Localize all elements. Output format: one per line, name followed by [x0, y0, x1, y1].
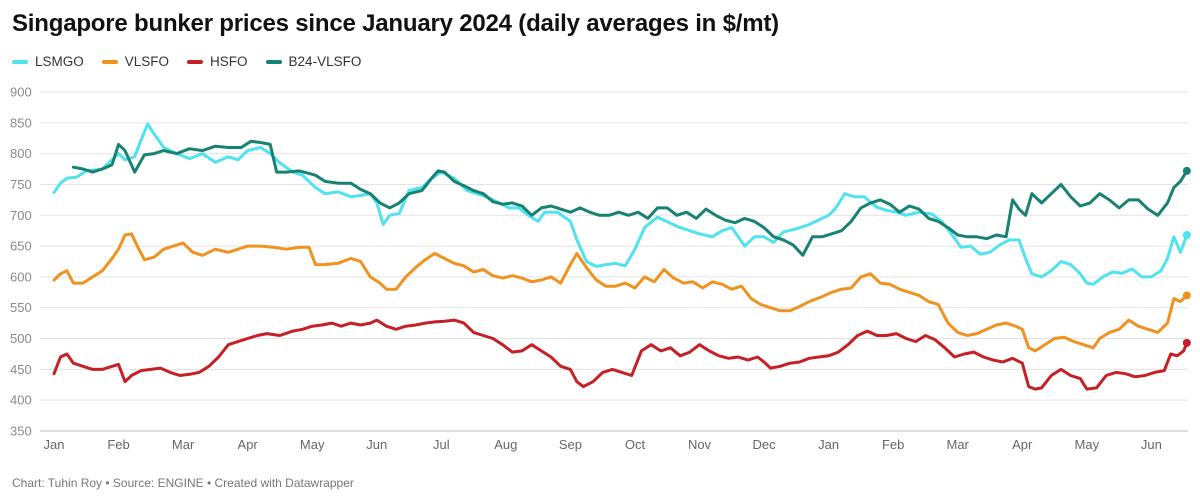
legend-label-vlsfo: VLSFO [124, 54, 170, 69]
legend-item-vlsfo: VLSFO [101, 54, 170, 69]
y-tick-label: 550 [10, 300, 32, 315]
x-tick-label: Sep [559, 437, 582, 452]
y-tick-label: 500 [10, 331, 32, 346]
x-tick-label: Apr [1012, 437, 1033, 452]
legend-label-hsfo: HSFO [210, 54, 248, 69]
y-tick-label: 850 [10, 115, 32, 130]
x-tick-label: Oct [625, 437, 646, 452]
legend-swatch-hsfo [187, 59, 204, 64]
series-end-marker-vlsfo [1182, 291, 1191, 300]
legend-label-lsmgo: LSMGO [35, 54, 84, 69]
x-tick-label: Jun [366, 437, 387, 452]
x-tick-label: Nov [688, 437, 712, 452]
x-tick-label: May [1075, 437, 1100, 452]
x-tick-label: Apr [238, 437, 259, 452]
chart-footer-credit: Chart: Tuhin Roy • Source: ENGINE • Crea… [12, 476, 354, 490]
legend-item-b24-vlsfo: B24-VLSFO [265, 54, 362, 69]
y-tick-label: 600 [10, 269, 32, 284]
series-end-marker-b24-vlsfo [1182, 166, 1191, 175]
y-tick-label: 650 [10, 239, 32, 254]
chart-title: Singapore bunker prices since January 20… [12, 10, 779, 37]
y-tick-label: 400 [10, 393, 32, 408]
legend-swatch-vlsfo [101, 59, 118, 64]
x-tick-label: May [300, 437, 325, 452]
series-line-lsmgo [52, 122, 1189, 286]
series-line-vlsfo [52, 232, 1189, 353]
x-tick-label: Jul [433, 437, 450, 452]
x-tick-label: Dec [752, 437, 776, 452]
y-tick-label: 350 [10, 424, 32, 439]
series-end-marker-lsmgo [1182, 230, 1191, 239]
y-tick-label: 700 [10, 208, 32, 223]
series-line-hsfo [52, 318, 1189, 391]
x-tick-label: Mar [172, 437, 195, 452]
x-tick-label: Jan [44, 437, 65, 452]
y-tick-label: 750 [10, 177, 32, 192]
legend-swatch-b24-vlsfo [265, 59, 282, 64]
y-tick-label: 900 [10, 85, 32, 100]
legend-swatch-lsmgo [12, 59, 28, 64]
y-tick-label: 450 [10, 362, 32, 377]
x-tick-label: Jan [818, 437, 839, 452]
legend-label-b24-vlsfo: B24-VLSFO [288, 54, 362, 69]
series-end-marker-hsfo [1182, 338, 1191, 347]
x-tick-label: Aug [494, 437, 517, 452]
x-tick-label: Feb [107, 437, 129, 452]
legend-item-lsmgo: LSMGO [12, 54, 84, 69]
x-tick-label: Mar [947, 437, 970, 452]
legend-item-hsfo: HSFO [187, 54, 248, 69]
chart-legend: LSMGO VLSFO HSFO B24-VLSFO [12, 54, 361, 69]
x-tick-label: Jun [1141, 437, 1162, 452]
y-tick-label: 800 [10, 146, 32, 161]
line-chart: 350 400 450 500 550 600 650 700 750 800 850 900 Jan F… [10, 85, 1191, 452]
series-line-b24-vlsfo [71, 139, 1189, 257]
x-tick-label: Feb [882, 437, 904, 452]
